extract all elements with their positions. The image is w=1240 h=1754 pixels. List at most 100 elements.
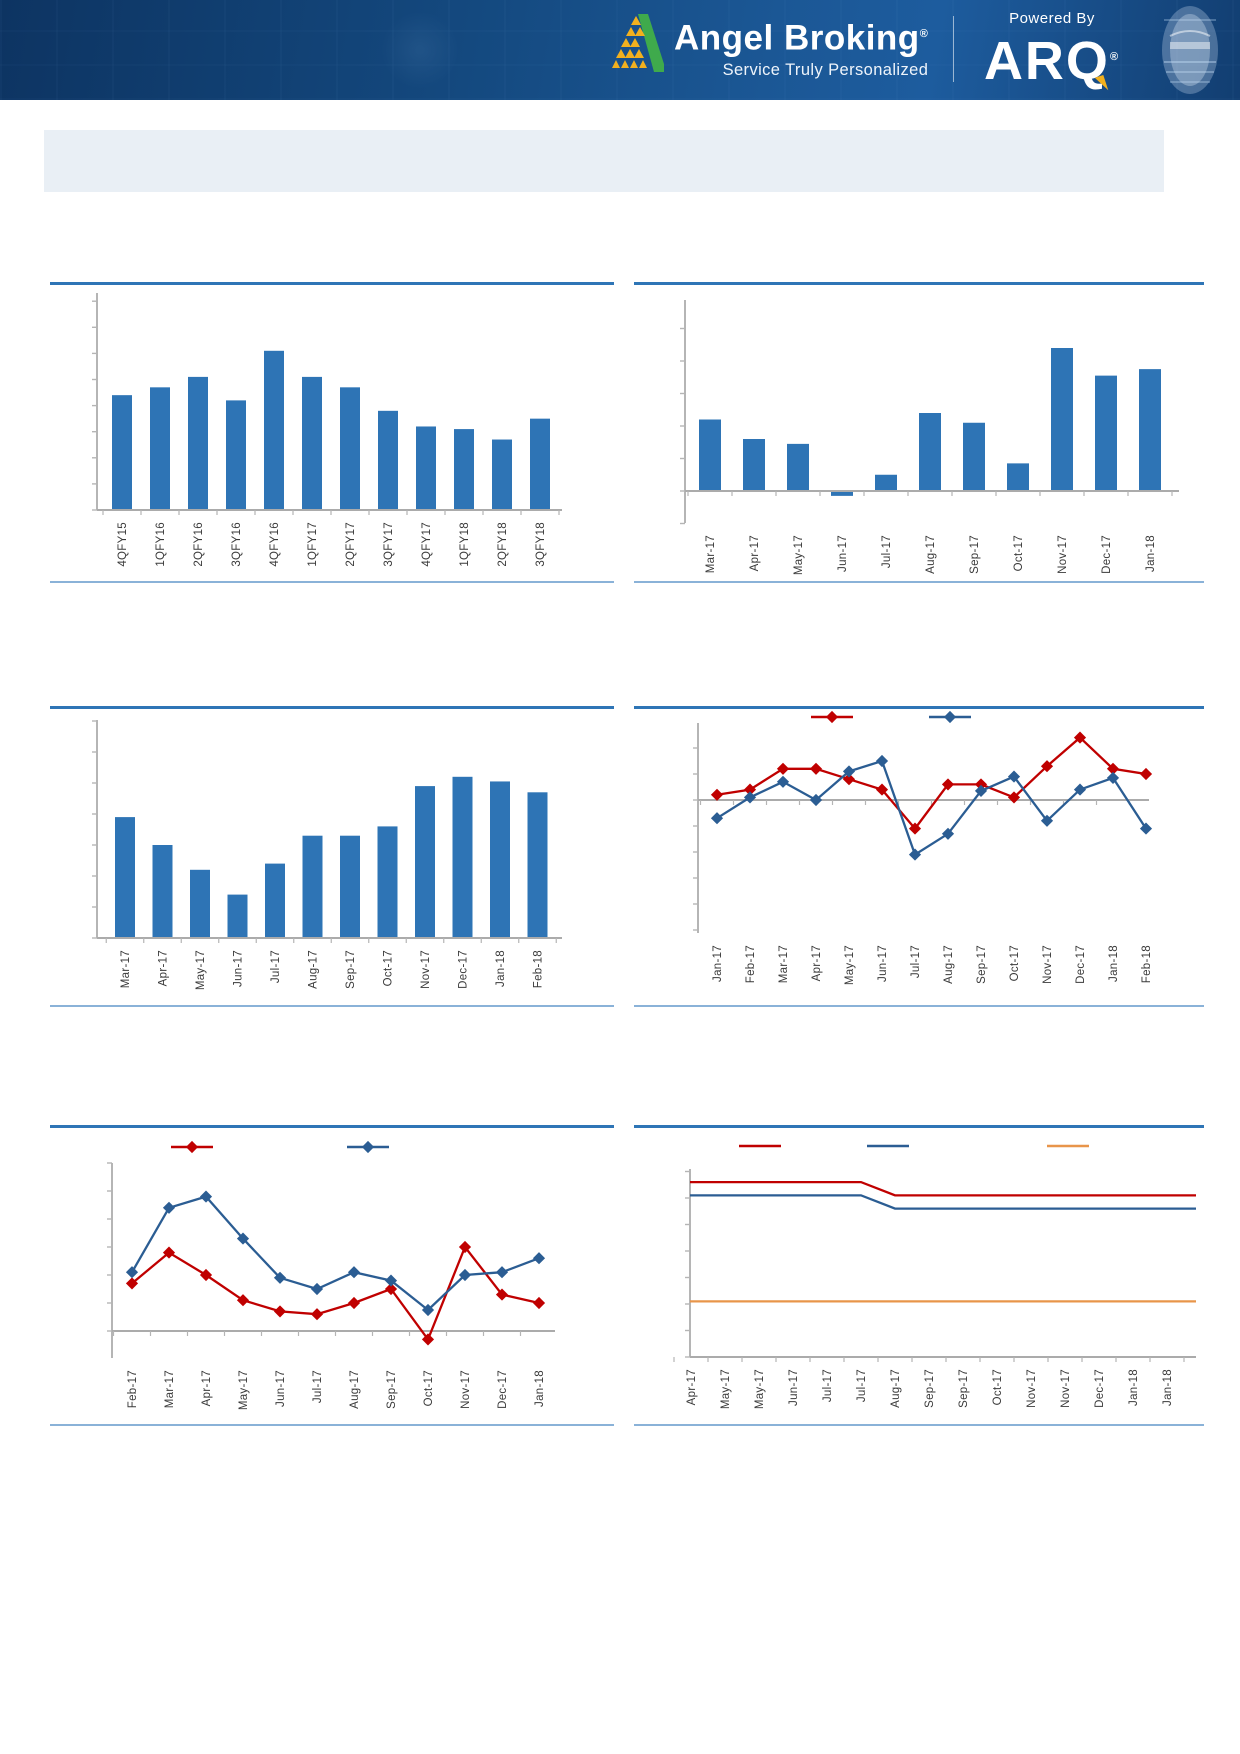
svg-text:Jul-17: Jul-17 [856, 1369, 868, 1402]
svg-text:Apr-17: Apr-17 [158, 950, 170, 986]
svg-text:3QFY17: 3QFY17 [383, 522, 395, 567]
svg-text:Apr-17: Apr-17 [686, 1369, 698, 1405]
svg-text:Aug-17: Aug-17 [943, 945, 955, 984]
svg-text:May-17: May-17 [720, 1369, 732, 1409]
svg-text:Jan-18: Jan-18 [1128, 1369, 1140, 1406]
svg-text:Jun-17: Jun-17 [788, 1369, 800, 1406]
svg-text:Dec-17: Dec-17 [1101, 535, 1113, 574]
svg-text:1QFY17: 1QFY17 [307, 522, 319, 567]
svg-text:2QFY16: 2QFY16 [193, 522, 205, 567]
svg-text:4QFY17: 4QFY17 [421, 522, 433, 567]
registered-mark: ® [1109, 51, 1121, 63]
bar-chart-monthly-2: Mar-17 Apr-17 May-17 Jun-17 Jul-17 Aug-17 Sep-… [50, 709, 614, 1005]
svg-text:Sep-17: Sep-17 [386, 1370, 398, 1409]
svg-text:Sep-17: Sep-17 [924, 1369, 936, 1408]
svg-text:Mar-17: Mar-17 [778, 945, 790, 983]
svg-text:Oct-17: Oct-17 [1013, 535, 1025, 571]
svg-text:Sep-17: Sep-17 [345, 950, 357, 989]
svg-text:May-17: May-17 [238, 1370, 250, 1410]
svg-text:May-17: May-17 [844, 945, 856, 985]
svg-text:Feb-18: Feb-18 [1141, 945, 1153, 983]
section-rule-bottom [50, 581, 614, 583]
section-rule-top [50, 706, 614, 709]
svg-text:Jun-17: Jun-17 [837, 535, 849, 572]
svg-text:Jun-17: Jun-17 [275, 1370, 287, 1407]
svg-text:May-17: May-17 [195, 950, 207, 990]
section-rule-top [634, 1125, 1204, 1128]
svg-text:Feb-18: Feb-18 [533, 950, 545, 988]
svg-text:Nov-17: Nov-17 [1026, 1369, 1038, 1408]
header-circuit-pattern [0, 0, 1240, 100]
svg-text:Feb-17: Feb-17 [745, 945, 757, 983]
svg-text:Jul-17: Jul-17 [270, 950, 282, 983]
svg-text:Mar-17: Mar-17 [120, 950, 132, 988]
svg-text:Mar-17: Mar-17 [705, 535, 717, 573]
svg-text:Nov-17: Nov-17 [1060, 1369, 1072, 1408]
svg-text:Apr-17: Apr-17 [201, 1370, 213, 1406]
svg-text:Apr-17: Apr-17 [811, 945, 823, 981]
section-rule-top [50, 282, 614, 285]
svg-text:Jan-18: Jan-18 [1145, 535, 1157, 572]
title-banner [44, 130, 1164, 192]
section-rule-top [50, 1125, 614, 1128]
svg-text:Sep-17: Sep-17 [976, 945, 988, 984]
svg-text:Dec-17: Dec-17 [1094, 1369, 1106, 1408]
section-monthly-bars-1: Mar-17 Apr-17 May-17 Jun-17 Jul-17 Aug-17 Sep-… [634, 282, 1204, 583]
section-rule-bottom [50, 1005, 614, 1007]
svg-text:Jul-17: Jul-17 [881, 535, 893, 568]
svg-text:Jan-17: Jan-17 [712, 945, 724, 982]
page-header: Angel Broking® Service Truly Personalize… [0, 0, 1240, 100]
svg-text:May-17: May-17 [793, 535, 805, 575]
svg-text:3QFY18: 3QFY18 [535, 522, 547, 567]
svg-text:Dec-17: Dec-17 [497, 1370, 509, 1409]
header-divider [953, 16, 954, 82]
section-line-chart-2: Feb-17 Mar-17 Apr-17 May-17 Jun-17 Jul-17 Aug-… [50, 1125, 614, 1426]
angel-broking-logo: Angel Broking® Service Truly Personalize… [612, 14, 928, 80]
svg-text:2QFY17: 2QFY17 [345, 522, 357, 567]
arq-logo: Powered By ARQ® [972, 10, 1132, 93]
svg-text:Jul-17: Jul-17 [312, 1370, 324, 1403]
section-quarterly-bars: 4QFY15 1QFY16 2QFY16 3QFY16 4QFY16 1QFY17 2QFY… [50, 282, 614, 583]
svg-text:4QFY16: 4QFY16 [269, 522, 281, 567]
section-stepped-lines: Apr-17 May-17 May-17 Jun-17 Jul-17 Jul-17 Aug-… [634, 1125, 1204, 1426]
section-rule-bottom [634, 581, 1204, 583]
svg-text:Jun-17: Jun-17 [233, 950, 245, 987]
svg-text:Feb-17: Feb-17 [127, 1370, 139, 1408]
svg-text:Sep-17: Sep-17 [969, 535, 981, 574]
line-chart-stepped: Apr-17 May-17 May-17 Jun-17 Jul-17 Jul-17 Aug-… [634, 1128, 1204, 1424]
angel-broking-logo-icon [612, 14, 664, 72]
section-line-chart-1: Jan-17 Feb-17 Mar-17 Apr-17 May-17 Jun-17 Jul-… [634, 706, 1204, 1007]
section-rule-bottom [634, 1424, 1204, 1426]
svg-text:Dec-17: Dec-17 [458, 950, 470, 989]
svg-text:Sep-17: Sep-17 [958, 1369, 970, 1408]
svg-text:Apr-17: Apr-17 [749, 535, 761, 571]
brand-tagline: Service Truly Personalized [722, 60, 929, 79]
svg-text:Oct-17: Oct-17 [992, 1369, 1004, 1405]
bar-chart-monthly-1: Mar-17 Apr-17 May-17 Jun-17 Jul-17 Aug-17 Sep-… [634, 285, 1204, 581]
svg-text:Dec-17: Dec-17 [1075, 945, 1087, 984]
svg-text:Jan-18: Jan-18 [495, 950, 507, 987]
section-rule-top [634, 706, 1204, 709]
svg-text:Mar-17: Mar-17 [164, 1370, 176, 1408]
svg-text:3QFY16: 3QFY16 [231, 522, 243, 567]
svg-text:Jul-17: Jul-17 [822, 1369, 834, 1402]
svg-text:Aug-17: Aug-17 [890, 1369, 902, 1408]
section-rule-top [634, 282, 1204, 285]
brand-name: Angel Broking® [674, 18, 929, 58]
powered-by-label: Powered By [1009, 10, 1095, 27]
svg-text:Oct-17: Oct-17 [383, 950, 395, 986]
bar-chart-quarterly: 4QFY15 1QFY16 2QFY16 3QFY16 4QFY16 1QFY17 2QFY… [50, 285, 614, 581]
svg-text:Nov-17: Nov-17 [1042, 945, 1054, 984]
svg-text:Aug-17: Aug-17 [308, 950, 320, 989]
svg-text:Oct-17: Oct-17 [1009, 945, 1021, 981]
svg-text:1QFY16: 1QFY16 [155, 522, 167, 567]
line-chart-monthly-2: Feb-17 Mar-17 Apr-17 May-17 Jun-17 Jul-17 Aug-… [50, 1128, 614, 1424]
section-monthly-bars-2: Mar-17 Apr-17 May-17 Jun-17 Jul-17 Aug-17 Sep-… [50, 706, 614, 1007]
section-rule-bottom [634, 1005, 1204, 1007]
svg-text:Jan-18: Jan-18 [1108, 945, 1120, 982]
svg-text:2QFY18: 2QFY18 [497, 522, 509, 567]
svg-text:4QFY15: 4QFY15 [117, 522, 129, 567]
arq-wordmark: ARQ® [983, 31, 1121, 93]
svg-text:Jun-17: Jun-17 [877, 945, 889, 982]
